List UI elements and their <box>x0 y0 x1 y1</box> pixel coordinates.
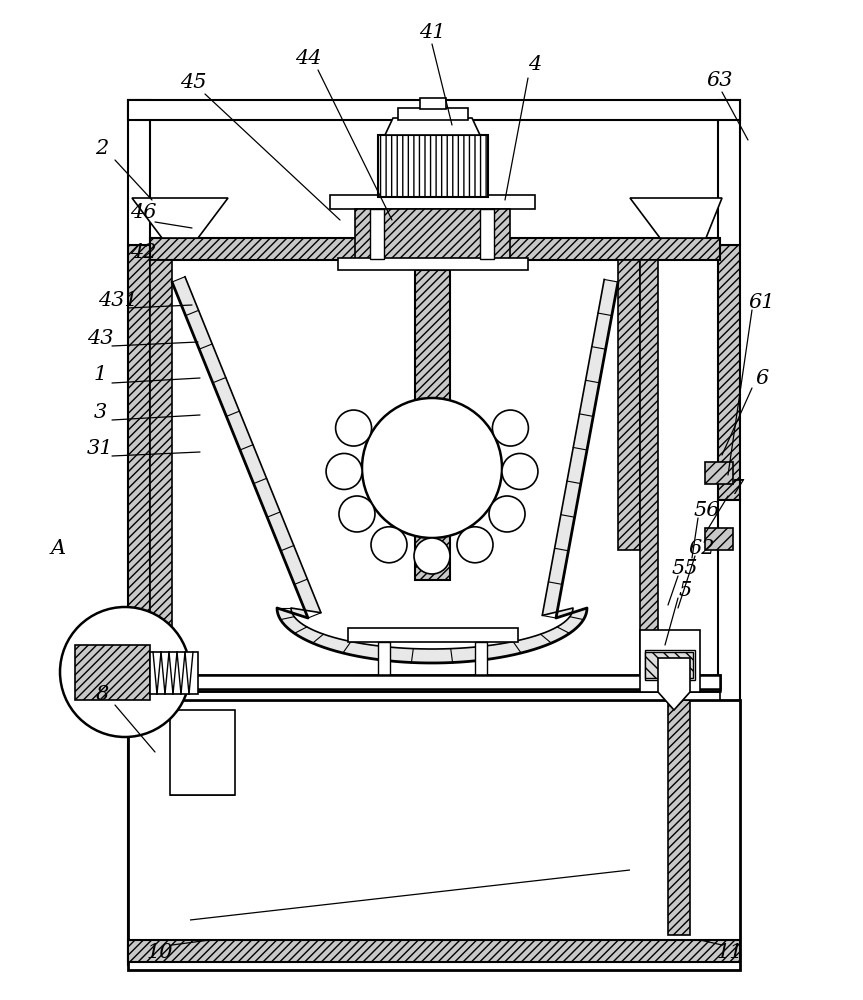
Polygon shape <box>640 630 700 692</box>
Circle shape <box>339 496 375 532</box>
Bar <box>718 245 740 500</box>
Bar <box>645 652 693 678</box>
Bar <box>415 270 450 580</box>
Bar <box>705 528 733 550</box>
Polygon shape <box>385 118 480 135</box>
Bar <box>150 238 720 260</box>
Text: 61: 61 <box>749 292 775 312</box>
Circle shape <box>60 607 190 737</box>
Text: 31: 31 <box>87 438 113 458</box>
Bar <box>718 100 740 245</box>
Bar <box>150 675 720 691</box>
Bar <box>128 100 150 245</box>
Bar <box>705 462 733 484</box>
Circle shape <box>493 410 528 446</box>
Bar <box>668 700 690 935</box>
Circle shape <box>457 527 493 563</box>
Bar <box>640 260 658 675</box>
Bar <box>355 209 510 259</box>
Text: 11: 11 <box>717 942 743 962</box>
Bar <box>480 209 494 259</box>
Bar <box>475 642 487 677</box>
Bar <box>718 500 740 965</box>
Bar <box>420 98 446 109</box>
Bar <box>170 710 235 795</box>
Bar <box>338 258 528 270</box>
Polygon shape <box>630 198 722 238</box>
Text: 44: 44 <box>295 48 321 68</box>
Circle shape <box>414 538 450 574</box>
Bar <box>378 642 390 677</box>
Polygon shape <box>658 658 690 710</box>
Bar <box>348 628 518 642</box>
Text: 1: 1 <box>93 365 107 384</box>
Bar <box>150 692 720 700</box>
Text: 6: 6 <box>755 368 769 387</box>
Text: 3: 3 <box>93 402 107 422</box>
Text: 42: 42 <box>129 242 156 261</box>
Text: 63: 63 <box>707 70 734 90</box>
Text: A: A <box>50 538 66 558</box>
Circle shape <box>362 398 502 538</box>
Bar <box>128 940 740 962</box>
Bar <box>330 195 535 209</box>
Text: 62: 62 <box>689 538 715 558</box>
Text: 431: 431 <box>98 290 138 310</box>
Text: 56: 56 <box>694 500 721 520</box>
Text: 7: 7 <box>730 479 744 497</box>
Bar <box>150 260 172 680</box>
Circle shape <box>336 410 372 446</box>
Circle shape <box>371 527 407 563</box>
Bar <box>378 135 488 197</box>
Bar <box>128 100 740 120</box>
Text: 45: 45 <box>180 73 206 92</box>
Polygon shape <box>645 650 695 680</box>
Polygon shape <box>132 198 228 238</box>
Text: 8: 8 <box>96 686 109 704</box>
Circle shape <box>502 453 538 489</box>
Polygon shape <box>172 277 618 663</box>
Text: 55: 55 <box>671 558 698 578</box>
Bar <box>618 260 640 550</box>
Bar <box>398 108 468 120</box>
Bar <box>370 209 384 259</box>
Text: 5: 5 <box>678 580 691 599</box>
Bar <box>128 700 740 970</box>
Bar <box>128 245 150 675</box>
Bar <box>128 675 150 965</box>
Bar <box>355 675 513 685</box>
Text: 4: 4 <box>528 55 542 75</box>
Bar <box>150 675 720 689</box>
Bar <box>75 645 150 700</box>
Text: 2: 2 <box>96 138 109 157</box>
Text: 46: 46 <box>129 204 156 223</box>
Text: 43: 43 <box>87 328 113 348</box>
Circle shape <box>326 453 362 489</box>
Circle shape <box>489 496 525 532</box>
Text: 10: 10 <box>147 942 173 962</box>
Bar <box>150 652 198 694</box>
Text: 41: 41 <box>419 22 445 41</box>
